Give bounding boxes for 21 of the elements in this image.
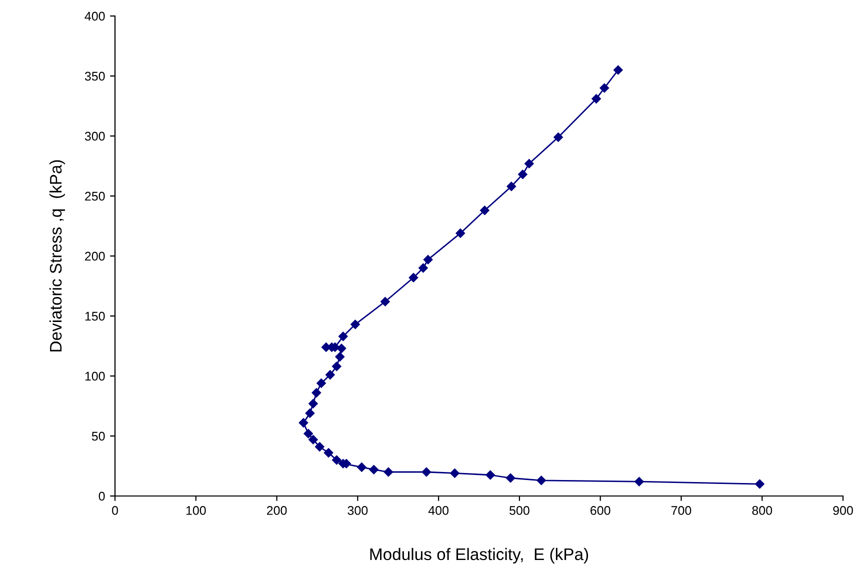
y-axis-title: Deviatoric Stress ,q (kPa) (49, 160, 65, 352)
y-tick-label: 300 (84, 132, 105, 141)
x-tick-label: 500 (510, 506, 530, 515)
x-tick-label: 0 (112, 506, 118, 515)
x-tick-label: 800 (752, 506, 772, 515)
y-tick-label: 250 (85, 192, 105, 201)
y-tick-label: 200 (85, 252, 105, 261)
y-tick-label: 350 (84, 72, 105, 81)
x-tick-label: 700 (671, 506, 692, 515)
y-tick-label: 150 (85, 312, 105, 321)
x-tick-label: 600 (590, 506, 610, 515)
x-tick-label: 100 (186, 506, 206, 515)
x-tick-label: 900 (833, 506, 853, 515)
y-tick-label: 400 (84, 12, 105, 21)
y-tick-label: 50 (92, 432, 105, 441)
x-tick-label: 200 (266, 506, 287, 515)
x-tick-label: 300 (348, 506, 368, 515)
y-tick-label: 100 (85, 372, 105, 381)
x-tick-label: 400 (428, 506, 448, 515)
y-tick-label: 0 (98, 492, 105, 501)
x-axis-title: Modulus of Elasticity, E (kPa) (370, 548, 588, 564)
